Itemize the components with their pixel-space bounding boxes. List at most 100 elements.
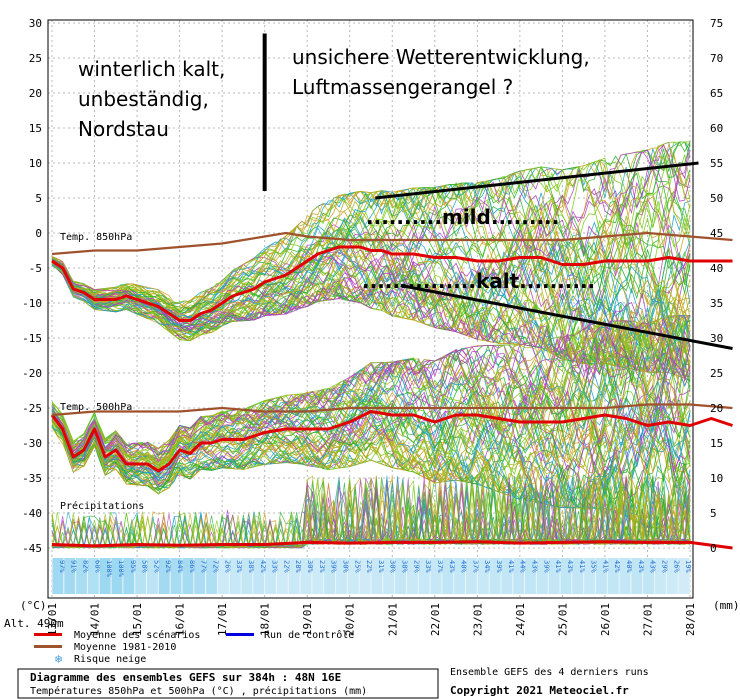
annotation-mild: ..........mild......... — [366, 205, 559, 229]
chart-title: Diagramme des ensembles GEFS sur 384h : … — [30, 671, 341, 684]
panel-label-precip: Précipitations — [60, 500, 144, 512]
annotation-unsure-line: unsichere Wetterentwicklung, — [292, 45, 590, 69]
snow-risk-cell — [300, 558, 312, 594]
scenario-mean-line — [50, 410, 733, 473]
snow-risk-value: 39% — [495, 560, 503, 573]
x-tick-date: 18/01 — [259, 603, 272, 636]
y-tick-right: 0 — [710, 542, 717, 555]
snow-risk-cell — [548, 558, 560, 594]
snow-risk-value: 29% — [660, 560, 668, 573]
y-tick-left: -35 — [22, 472, 42, 485]
snow-risk-cell — [312, 558, 324, 594]
snow-risk-cell — [336, 558, 347, 594]
ensemble-member-500 — [51, 394, 691, 486]
snow-risk-value: 39% — [542, 560, 550, 573]
ensemble-member-500 — [51, 314, 691, 474]
snow-risk-value: 28% — [294, 560, 302, 573]
y-tick-left: -15 — [22, 332, 42, 345]
ensemble-member-850 — [51, 258, 691, 381]
snow-risk-value: 91% — [70, 560, 78, 573]
y-tick-right: 55 — [710, 157, 723, 170]
snow-risk-value: 84% — [176, 560, 184, 573]
ensemble-member-500 — [51, 342, 691, 463]
ensemble-member-850 — [51, 186, 691, 379]
snow-risk-value: 22% — [365, 560, 373, 573]
legend-swatch-mean — [34, 633, 62, 636]
snow-risk-cell — [395, 558, 406, 594]
snow-risk-cell — [643, 558, 655, 594]
snow-risk-cell — [64, 558, 76, 594]
ensemble-member-500 — [51, 356, 691, 462]
plot-frame — [47, 19, 694, 599]
climate-mean-line — [51, 403, 733, 417]
annotations: winterlich kalt, unbeständig, Nordstau unsi… — [78, 33, 733, 350]
snow-risk-value: 35% — [590, 560, 598, 573]
legend: Moyenne des scénarios Run de contrôle Mo… — [34, 629, 354, 666]
source-label: Ensemble GEFS des 4 derniers runs — [450, 667, 649, 678]
snow-risk-cell — [572, 558, 584, 594]
y-tick-right: 25 — [710, 367, 723, 380]
snow-band-bg — [52, 558, 690, 594]
snow-risk-cell — [666, 558, 678, 594]
snow-risk-value: 40% — [625, 560, 633, 573]
snow-risk-value: 41% — [507, 560, 515, 573]
snow-risk-cell — [241, 558, 253, 594]
annotation-unsure-line: Luftmassengerangel ? — [292, 75, 513, 99]
x-tick-date: 24/01 — [514, 603, 527, 636]
snow-risk-cell — [442, 558, 454, 594]
annotation-kalt: ...............kalt.......... — [362, 269, 595, 293]
snow-risk-value: 95% — [129, 560, 137, 573]
snowflake-icon: ❄ — [54, 653, 63, 666]
ensemble-member-500 — [51, 370, 691, 484]
snow-risk-value: 41% — [554, 560, 562, 573]
snow-risk-value: 39% — [330, 560, 338, 573]
ensemble-member-850 — [51, 200, 691, 373]
y-tick-left: 25 — [29, 52, 42, 65]
snow-risk-value: 25% — [353, 560, 361, 573]
legend-snow: Risque neige — [74, 654, 146, 665]
snow-risk-value: 37% — [436, 560, 444, 573]
snow-risk-cell — [265, 558, 276, 594]
snow-risk-value: 72% — [212, 560, 220, 573]
snow-risk-value: 30% — [341, 560, 349, 573]
y-tick-left: 0 — [35, 227, 42, 240]
snow-risk-value: 31% — [377, 560, 385, 573]
snow-risk-value: 82% — [82, 560, 90, 573]
x-tick-date: 28/01 — [684, 603, 697, 636]
x-tick-date: 13/01 — [46, 603, 59, 636]
snow-risk-value: 22% — [282, 560, 290, 573]
snow-risk-band: 97% 91% 82% 68% 100% 100% 95% 58% 52% 92% 84% 86% 77… — [52, 558, 692, 594]
snow-risk-cell — [619, 558, 631, 594]
snow-risk-cell — [418, 558, 430, 594]
snow-risk-cell — [371, 558, 383, 594]
snow-risk-value: 86% — [188, 560, 196, 573]
y-axis-left: 30 25 20 15 10 5 0 -5 -10 -15 -20 -25 -30 -35 -40 -45 — [22, 17, 42, 555]
y-tick-left: 10 — [29, 157, 42, 170]
ensemble-member-850 — [51, 155, 691, 311]
y-tick-right: 50 — [710, 192, 723, 205]
snow-risk-value: 33% — [424, 560, 432, 573]
x-tick-date: 21/01 — [386, 603, 399, 636]
snow-risk-cell — [536, 558, 548, 594]
snow-risk-cell — [123, 558, 135, 594]
snow-risk-value: 19% — [684, 560, 692, 573]
x-tick-date: 26/01 — [599, 603, 612, 636]
snow-risk-value: 43% — [448, 560, 456, 573]
snow-risk-value: 30% — [306, 560, 314, 573]
snow-risk-value: 29% — [412, 560, 420, 573]
x-tick-date: 15/01 — [131, 603, 144, 636]
snow-risk-value: 100% — [117, 560, 125, 578]
ensemble-member-precip — [51, 474, 691, 549]
snow-risk-cell — [170, 558, 182, 594]
y-tick-right: 70 — [710, 52, 723, 65]
y-tick-right: 5 — [710, 507, 717, 520]
y-tick-right: 35 — [710, 297, 723, 310]
title-box — [17, 668, 439, 699]
snow-risk-cell — [477, 558, 489, 594]
snow-risk-cell — [111, 558, 123, 594]
ensemble-member-500 — [51, 378, 691, 487]
snow-risk-cell — [430, 558, 442, 594]
snow-risk-value: 40% — [460, 560, 468, 573]
